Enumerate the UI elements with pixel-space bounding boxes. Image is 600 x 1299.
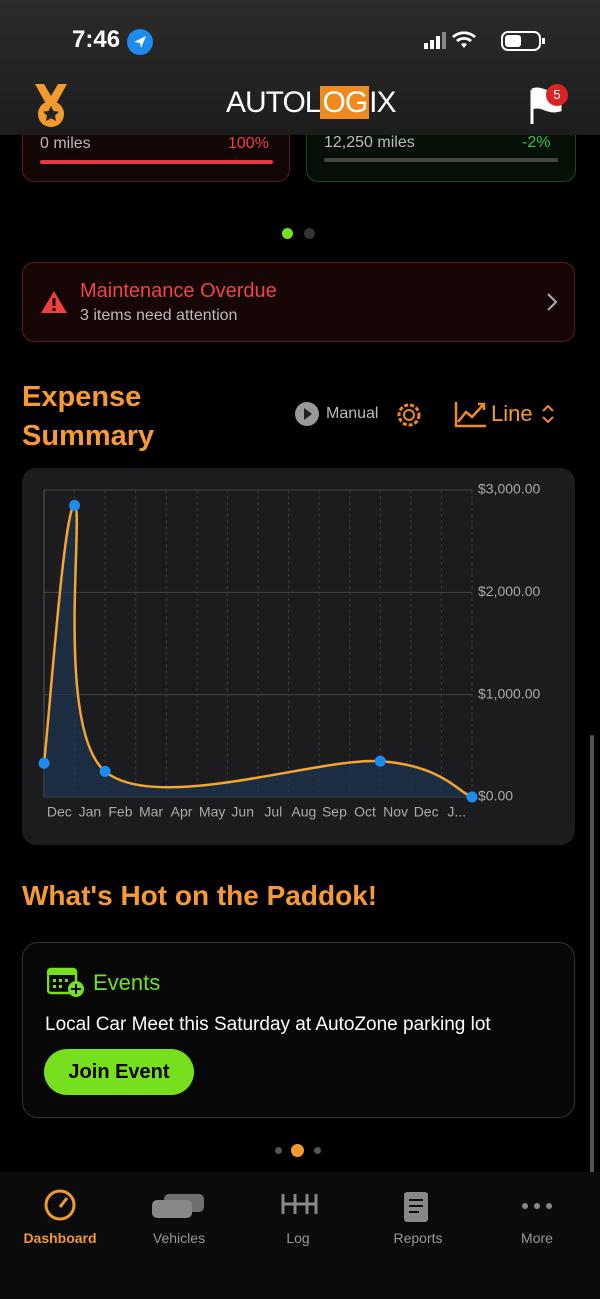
tab-label[interactable]: Vehicles <box>152 1230 206 1246</box>
point <box>374 755 386 767</box>
alert-title: Maintenance Overdue <box>80 280 277 302</box>
x-tick-label: Oct <box>354 804 376 820</box>
updown-icon <box>542 404 554 424</box>
progress <box>324 158 558 162</box>
y-tick-label: $2,000.00 <box>478 583 540 599</box>
calendar-icon <box>47 967 84 997</box>
section-title: Expense Summary <box>22 378 154 456</box>
x-tick-label: May <box>199 804 225 820</box>
chevron <box>547 293 558 311</box>
x-tick-label: J... <box>447 804 466 820</box>
x-tick-label: Apr <box>171 804 193 820</box>
y-tick-label: $3,000.00 <box>478 481 540 497</box>
miles: 12,250 miles <box>324 134 415 151</box>
alert-subtitle: 3 items need attention <box>80 307 238 324</box>
x-tick-label: Mar <box>139 804 163 820</box>
gear-icon[interactable] <box>395 401 423 429</box>
chart-type[interactable]: Line <box>491 401 533 426</box>
badge: 5 <box>546 84 568 106</box>
point <box>99 765 111 777</box>
x-tick-label: Aug <box>291 804 316 820</box>
time: 7:46 <box>72 26 121 53</box>
progress <box>40 160 273 164</box>
y-tick-label: $0.00 <box>478 788 513 804</box>
scrollbar <box>590 735 594 1175</box>
tab-label[interactable]: Log <box>286 1230 310 1246</box>
tab-label[interactable]: Reports <box>393 1230 443 1246</box>
tab-label[interactable]: Dashboard <box>23 1230 97 1246</box>
percent: -2% <box>522 134 551 151</box>
percent: 100% <box>228 135 269 152</box>
title-line: Summary <box>22 420 155 452</box>
point <box>466 791 478 803</box>
miles: 0 miles <box>40 135 91 152</box>
event-card[interactable] <box>22 942 575 1118</box>
warning-icon <box>41 291 67 313</box>
point <box>69 499 81 511</box>
x-tick-label: Dec <box>47 804 72 820</box>
x-tick-label: Nov <box>383 804 408 820</box>
join-button[interactable]: Join Event <box>44 1049 194 1095</box>
card-title: Events <box>93 970 161 995</box>
line-chart-icon[interactable] <box>454 400 488 428</box>
x-tick-label: Feb <box>108 804 132 820</box>
x-tick-label: Jan <box>79 804 102 820</box>
pager-dot <box>291 1144 304 1157</box>
medal-icon[interactable] <box>30 82 72 130</box>
x-tick-label: Jul <box>264 804 282 820</box>
x-tick-label: Dec <box>414 804 439 820</box>
tab-icons <box>44 1189 552 1222</box>
event-text: Local Car Meet this Saturday at AutoZone… <box>45 1014 491 1035</box>
chart: $0.00 $1,000.00 $2,000.00 $3,000.00 Dec Jan Fe… <box>22 468 575 845</box>
title-line: Expense <box>22 381 142 413</box>
alert[interactable] <box>22 262 575 342</box>
x-tick-label: Jun <box>231 804 254 820</box>
chart-card <box>22 468 575 845</box>
pager-dot <box>282 228 293 239</box>
tab-bar <box>0 1172 600 1299</box>
x-tick-label: Sep <box>322 804 347 820</box>
tab-label[interactable]: More <box>521 1230 553 1246</box>
logo-text: AUTOL <box>226 86 321 119</box>
point <box>38 757 50 769</box>
logo-text: OG <box>320 86 370 119</box>
logo: AUTOLOGIX <box>226 86 397 120</box>
header <box>0 0 600 135</box>
pager-dot <box>275 1147 282 1154</box>
section-title: What's Hot on the Paddok! <box>22 880 378 911</box>
logo-text: IX <box>369 86 396 119</box>
location-icon <box>127 29 153 55</box>
play-icon[interactable] <box>294 401 320 427</box>
pager-dot <box>314 1147 321 1154</box>
pager-dot <box>304 228 315 239</box>
status-icons <box>424 31 545 51</box>
area <box>44 505 472 797</box>
mode[interactable]: Manual <box>326 405 379 422</box>
y-tick-label: $1,000.00 <box>478 685 540 701</box>
